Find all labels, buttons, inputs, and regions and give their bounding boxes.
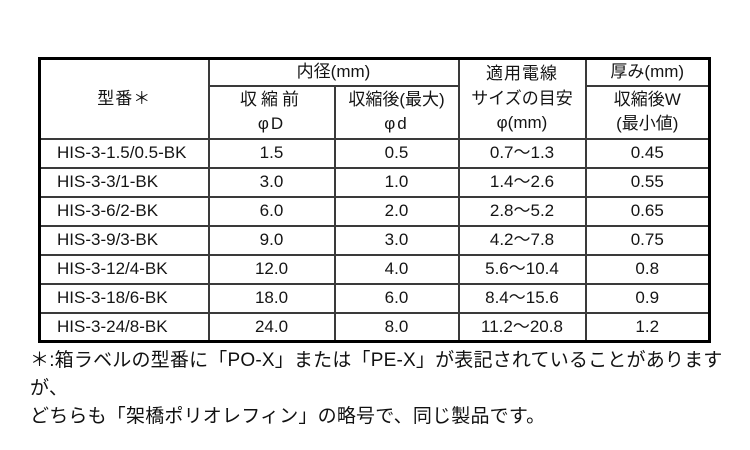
- footnote-line1: ＊:箱ラベルの型番に「PO-X」または「PE-X」が表記されていることがあります…: [30, 350, 723, 399]
- cell-wire-size: 4.2〜7.8: [457, 224, 587, 256]
- header-after-shrink-label: 収縮後(最大): [348, 89, 445, 109]
- table-row: HIS-3-12/4-BK 12.0 4.0 5.6〜10.4 0.8: [38, 253, 711, 285]
- table-row: HIS-3-6/2-BK 6.0 2.0 2.8〜5.2 0.65: [38, 195, 711, 227]
- cell-before-shrink: 12.0: [207, 253, 336, 285]
- cell-after-shrink: 6.0: [333, 282, 460, 314]
- header-thickness-label: 厚み(mm): [610, 62, 685, 81]
- cell-wire-size: 2.8〜5.2: [457, 195, 587, 227]
- cell-thickness: 0.75: [584, 224, 711, 256]
- cell-after-shrink: 0.5: [333, 137, 460, 169]
- header-inner-diameter-label: 内径(mm): [296, 62, 371, 81]
- header-wire-size: 適用電線 サイズの目安 φ(mm): [457, 57, 587, 140]
- cell-model: HIS-3-24/8-BK: [38, 311, 210, 343]
- cell-before-shrink: 9.0: [207, 224, 336, 256]
- cell-before-shrink: 6.0: [207, 195, 336, 227]
- header-inner-diameter-group: 内径(mm): [207, 57, 460, 87]
- cell-wire-size: 0.7〜1.3: [457, 137, 587, 169]
- header-after-shrink: 収縮後(最大) φd: [333, 84, 460, 140]
- cell-wire-size: 1.4〜2.6: [457, 166, 587, 198]
- header-before-shrink: 収縮前 φD: [207, 84, 336, 140]
- cell-wire-size: 8.4〜15.6: [457, 282, 587, 314]
- cell-thickness: 0.8: [584, 253, 711, 285]
- cell-model: HIS-3-12/4-BK: [38, 253, 210, 285]
- cell-after-shrink: 1.0: [333, 166, 460, 198]
- header-thickness-min-line2: (最小値): [616, 114, 679, 134]
- cell-before-shrink: 24.0: [207, 311, 336, 343]
- cell-after-shrink: 2.0: [333, 195, 460, 227]
- cell-after-shrink: 4.0: [333, 253, 460, 285]
- header-thickness-min: 収縮後W (最小値): [584, 84, 711, 140]
- cell-before-shrink: 18.0: [207, 282, 336, 314]
- footnote-line2: どちらも「架橋ポリオレフィン」の略号で、同じ製品です。: [30, 406, 546, 427]
- header-wire-size-line1: 適用電線: [486, 63, 558, 83]
- cell-wire-size: 11.2〜20.8: [457, 311, 587, 343]
- cell-model: HIS-3-3/1-BK: [38, 166, 210, 198]
- heat-shrink-spec-table: 型番＊ 内径(mm) 適用電線 サイズの目安 φ(mm) 厚み(mm) 収縮前 …: [38, 57, 711, 344]
- header-wire-size-line3: φ(mm): [496, 113, 548, 133]
- cell-model: HIS-3-6/2-BK: [38, 195, 210, 227]
- cell-thickness: 0.45: [584, 137, 711, 169]
- cell-thickness: 0.9: [584, 282, 711, 314]
- cell-thickness: 1.2: [584, 311, 711, 343]
- cell-after-shrink: 3.0: [333, 224, 460, 256]
- header-after-shrink-symbol: φd: [384, 114, 409, 134]
- header-thickness-min-line1: 収縮後W: [613, 89, 681, 109]
- header-wire-size-line2: サイズの目安: [471, 88, 573, 108]
- header-before-shrink-label: 収縮前: [240, 89, 303, 109]
- header-model-label: 型番＊: [97, 88, 152, 108]
- table-row: HIS-3-24/8-BK 24.0 8.0 11.2〜20.8 1.2: [38, 311, 711, 343]
- table-row: HIS-3-1.5/0.5-BK 1.5 0.5 0.7〜1.3 0.45: [38, 137, 711, 169]
- header-thickness: 厚み(mm): [584, 57, 711, 87]
- table-row: HIS-3-9/3-BK 9.0 3.0 4.2〜7.8 0.75: [38, 224, 711, 256]
- table-row: HIS-3-18/6-BK 18.0 6.0 8.4〜15.6 0.9: [38, 282, 711, 314]
- header-before-shrink-symbol: φD: [257, 114, 286, 134]
- footnote: ＊:箱ラベルの型番に「PO-X」または「PE-X」が表記されていることがあります…: [30, 347, 736, 431]
- cell-thickness: 0.65: [584, 195, 711, 227]
- cell-thickness: 0.55: [584, 166, 711, 198]
- cell-after-shrink: 8.0: [333, 311, 460, 343]
- cell-model: HIS-3-18/6-BK: [38, 282, 210, 314]
- cell-before-shrink: 3.0: [207, 166, 336, 198]
- cell-model: HIS-3-1.5/0.5-BK: [38, 137, 210, 169]
- cell-model: HIS-3-9/3-BK: [38, 224, 210, 256]
- cell-wire-size: 5.6〜10.4: [457, 253, 587, 285]
- header-model: 型番＊: [38, 57, 210, 140]
- cell-before-shrink: 1.5: [207, 137, 336, 169]
- table-row: HIS-3-3/1-BK 3.0 1.0 1.4〜2.6 0.55: [38, 166, 711, 198]
